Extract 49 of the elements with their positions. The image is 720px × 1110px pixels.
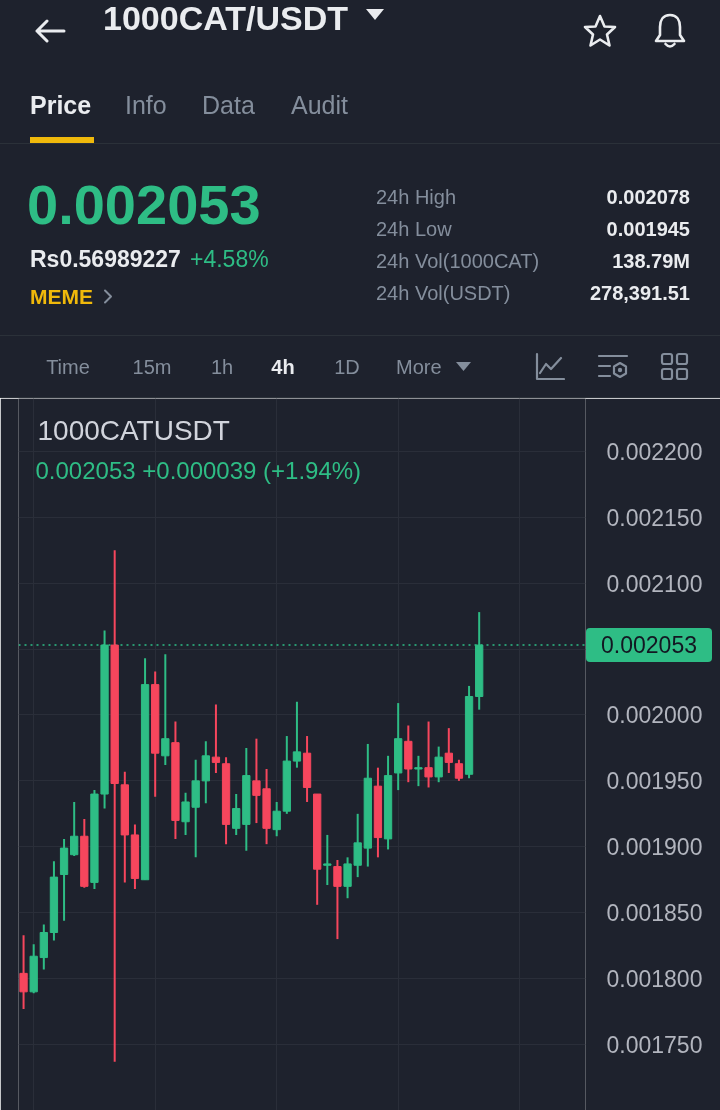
y-tick-label: 0.002100 xyxy=(606,570,703,597)
chart-title: 1000CAT/USDT xyxy=(103,0,348,37)
text: MEME xyxy=(30,284,93,308)
text: 15m xyxy=(132,356,172,378)
text: Rs0.56989227 xyxy=(30,245,181,272)
annotation: 1000CATUSDT xyxy=(37,415,230,446)
candlestick xyxy=(19,934,28,1010)
text: Audit xyxy=(291,90,348,119)
y-tick-label: 0.002000 xyxy=(606,702,703,729)
y-tick-label: 0.001750 xyxy=(606,1032,703,1059)
text: 24h Low xyxy=(376,218,452,240)
text: 1h xyxy=(210,356,234,378)
candlestick xyxy=(232,793,241,836)
candlestick xyxy=(272,800,281,838)
candlestick xyxy=(434,745,443,784)
text: +4.58% xyxy=(190,245,269,272)
text: 138.79M xyxy=(612,250,690,272)
candlestick xyxy=(323,833,332,887)
text: Time xyxy=(46,356,90,378)
text: 24h Vol(USDT) xyxy=(376,282,511,304)
y-tick-label: 0.001950 xyxy=(606,768,703,795)
candlestick xyxy=(333,858,342,941)
candlestick xyxy=(292,700,302,769)
annotation: 0.002053 +0.000039 (+1.94%) xyxy=(35,457,362,484)
text: 4h xyxy=(271,356,295,378)
text: 0.001945 xyxy=(606,218,690,240)
candlestick xyxy=(454,758,464,782)
y-tick-label: 0.001800 xyxy=(606,966,703,993)
y-tick-label: 0.001900 xyxy=(606,834,703,861)
y-tick-label: 0.002150 xyxy=(606,504,703,531)
candlestick xyxy=(161,653,170,767)
text: Info xyxy=(125,90,167,119)
text: 278,391.51 xyxy=(589,282,690,304)
candlestick xyxy=(444,727,453,774)
y-tick-label: 0.002200 xyxy=(606,438,703,465)
text: 24h Vol(1000CAT) xyxy=(376,250,540,272)
text: 24h High xyxy=(376,186,457,208)
candlestick xyxy=(414,754,423,788)
text: Data xyxy=(202,90,255,119)
ref-line-label: 0.002053 xyxy=(586,627,712,662)
text: 0.002078 xyxy=(606,186,690,208)
y-tick-label: 0.001850 xyxy=(606,900,703,927)
candlestick xyxy=(211,703,221,774)
text: More xyxy=(396,356,442,378)
text: 0.002053 xyxy=(27,173,261,236)
candlestick xyxy=(424,720,433,789)
text: 1D xyxy=(334,356,360,378)
candlestick xyxy=(70,800,79,858)
text: Price xyxy=(30,90,92,119)
